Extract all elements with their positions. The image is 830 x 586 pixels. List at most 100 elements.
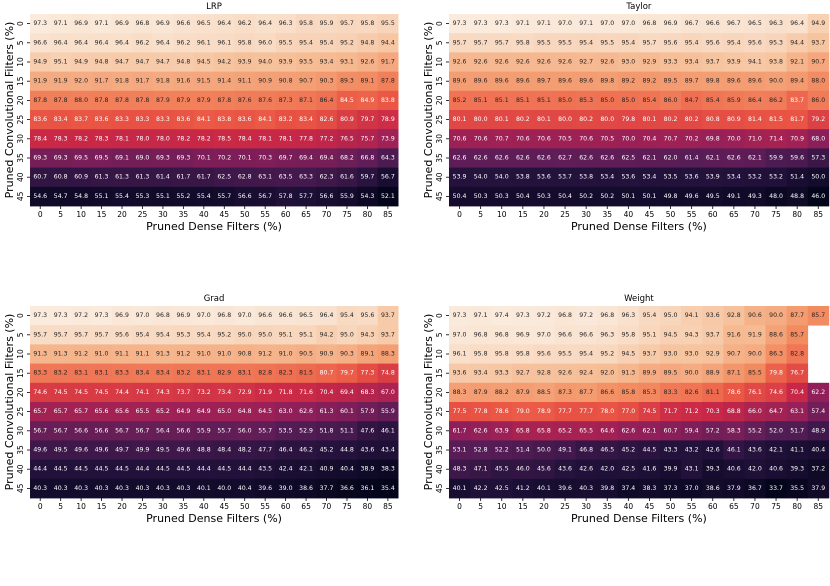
heatmap-cell <box>254 90 276 111</box>
heatmap-cell <box>786 110 809 130</box>
cell-value-label: 80.1 <box>453 116 467 123</box>
cell-value-label: 53.4 <box>727 174 741 181</box>
heatmap-cell <box>554 167 576 188</box>
cell-value-label: 89.6 <box>579 78 593 85</box>
cell-value-label: 95.9 <box>320 20 334 27</box>
heatmap-cell <box>70 167 92 188</box>
heatmap-cell <box>316 421 338 441</box>
cell-value-label: 74.5 <box>54 389 68 396</box>
x-tick-label: 85 <box>383 502 393 511</box>
cell-value-label: 94.9 <box>33 59 47 66</box>
heatmap-cell <box>377 33 399 53</box>
cell-value-label: 83.4 <box>54 116 68 123</box>
heatmap-cell <box>744 129 766 149</box>
cell-value-label: 95.7 <box>74 331 88 338</box>
cell-value-label: 80.9 <box>340 116 354 123</box>
heatmap-cell <box>470 90 492 111</box>
heatmap-cell <box>638 402 661 422</box>
cell-value-label: 50.3 <box>537 193 551 200</box>
cell-value-label: 94.2 <box>217 59 231 66</box>
cell-value-label: 40.9 <box>320 466 334 473</box>
cell-value-label: 65.8 <box>537 427 551 434</box>
heatmap-cell <box>617 402 640 422</box>
heatmap-cell <box>786 90 809 111</box>
heatmap-cell <box>702 382 724 403</box>
heatmap-cell <box>152 363 174 384</box>
heatmap-cell <box>533 344 555 364</box>
cell-value-label: 77.0 <box>621 408 635 415</box>
y-tick-label: 45 <box>435 483 444 493</box>
heatmap-cell <box>152 440 174 460</box>
heatmap-cell <box>702 110 724 130</box>
heatmap-cell <box>357 110 379 130</box>
cell-value-label: 65.6 <box>115 408 129 415</box>
cell-value-label: 91.3 <box>621 370 635 377</box>
heatmap-cell <box>807 14 830 34</box>
cell-value-label: 61.7 <box>176 174 190 181</box>
x-tick-label: 40 <box>199 502 209 511</box>
cell-value-label: 97.1 <box>474 312 488 319</box>
heatmap-cell <box>554 110 576 130</box>
cell-value-label: 40.1 <box>453 485 467 492</box>
heatmap-cell <box>193 14 215 34</box>
heatmap-cell <box>470 110 492 130</box>
heatmap-cell <box>132 306 154 326</box>
heatmap-cell <box>702 459 724 480</box>
cell-value-label: 56.7 <box>54 427 68 434</box>
heatmap-cell <box>336 71 358 92</box>
heatmap-cell <box>336 363 358 384</box>
cell-value-label: 93.9 <box>279 59 293 66</box>
heatmap-cell <box>91 382 113 403</box>
cell-value-label: 77.8 <box>474 408 488 415</box>
y-axis-label: Pruned Convolutional Filters (%) <box>422 314 435 491</box>
heatmap-cell <box>111 344 133 364</box>
cell-value-label: 54.7 <box>54 193 68 200</box>
cell-value-label: 85.5 <box>748 370 762 377</box>
cell-value-label: 90.7 <box>727 351 741 358</box>
heatmap-cell <box>30 129 51 149</box>
heatmap-cell <box>723 459 745 480</box>
heatmap-cell <box>470 148 492 168</box>
cell-value-label: 87.1 <box>299 97 313 104</box>
cell-value-label: 83.1 <box>95 370 109 377</box>
cell-value-label: 79.7 <box>361 116 375 123</box>
cell-value-label: 95.8 <box>621 331 635 338</box>
cell-value-label: 93.9 <box>727 59 741 66</box>
cell-value-label: 51.7 <box>790 427 804 434</box>
heatmap-cell <box>193 440 215 460</box>
heatmap-cell <box>470 186 492 207</box>
cell-value-label: 91.0 <box>197 351 211 358</box>
x-tick-label: 50 <box>666 502 676 511</box>
heatmap-cell <box>575 440 598 460</box>
cell-value-label: 44.5 <box>643 447 657 454</box>
heatmap-cell <box>316 306 338 326</box>
x-tick-label: 65 <box>301 210 311 219</box>
cell-value-label: 61.4 <box>685 155 699 162</box>
heatmap-cell <box>449 90 471 111</box>
cell-value-label: 96.6 <box>33 39 47 46</box>
cell-value-label: 84.5 <box>340 97 354 104</box>
heatmap-cell <box>152 71 174 92</box>
cell-value-label: 96.8 <box>156 312 170 319</box>
heatmap-cell <box>377 14 399 34</box>
x-tick-label: 75 <box>771 502 781 511</box>
heatmap-cell <box>786 363 809 384</box>
heatmap-cell <box>533 186 555 207</box>
cell-value-label: 61.7 <box>197 174 211 181</box>
cell-value-label: 80.2 <box>685 116 699 123</box>
cell-value-label: 68.8 <box>727 408 741 415</box>
heatmap-cell <box>254 110 276 130</box>
heatmap-cell <box>234 306 256 326</box>
heatmap-cell <box>173 148 194 168</box>
heatmap-cell <box>554 186 576 207</box>
heatmap-cell <box>470 33 492 53</box>
cell-value-label: 65.2 <box>156 408 170 415</box>
cell-value-label: 69.7 <box>279 155 293 162</box>
heatmap-cell <box>295 440 317 460</box>
cell-value-label: 95.5 <box>558 351 572 358</box>
cell-value-label: 41.2 <box>516 485 530 492</box>
heatmap-cell <box>152 167 174 188</box>
heatmap-cell <box>50 110 72 130</box>
cell-value-label: 43.6 <box>361 447 375 454</box>
cell-value-label: 53.6 <box>685 174 699 181</box>
